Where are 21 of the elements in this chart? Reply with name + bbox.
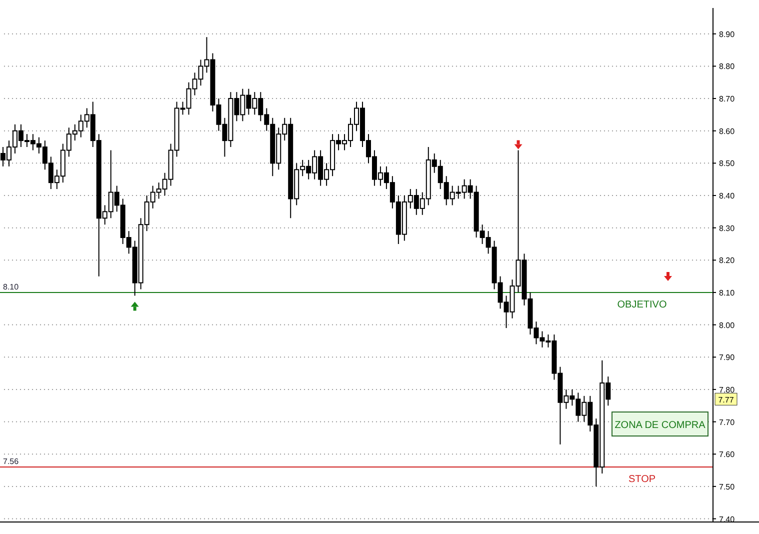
- ref-line-label: 8.10: [3, 282, 20, 292]
- y-tick-label: 8.10: [719, 288, 736, 298]
- y-tick-label: 7.50: [719, 482, 736, 492]
- annotation: OBJETIVO: [617, 299, 667, 310]
- y-tick-label: 8.80: [719, 62, 736, 72]
- y-tick-label: 8.70: [719, 94, 736, 104]
- y-tick-label: 8.20: [719, 256, 736, 266]
- y-tick-label: 8.90: [719, 30, 736, 39]
- y-tick-label: 8.40: [719, 191, 736, 200]
- y-tick-label: 8.50: [719, 159, 736, 168]
- ref-line-label: 7.56: [3, 457, 20, 466]
- y-tick-label: 7.60: [719, 450, 736, 460]
- y-tick-label: 7.80: [719, 385, 736, 394]
- y-tick-label: 8.30: [719, 224, 736, 233]
- y-tick-label: 7.70: [719, 418, 736, 427]
- annotation: ZONA DE COMPRA: [614, 420, 706, 431]
- y-tick-label: 7.90: [719, 353, 736, 362]
- y-tick-label: 8.00: [719, 320, 736, 330]
- annotation: 7.77: [718, 396, 734, 405]
- y-tick-label: 8.60: [719, 126, 736, 136]
- annotation: STOP: [628, 474, 656, 486]
